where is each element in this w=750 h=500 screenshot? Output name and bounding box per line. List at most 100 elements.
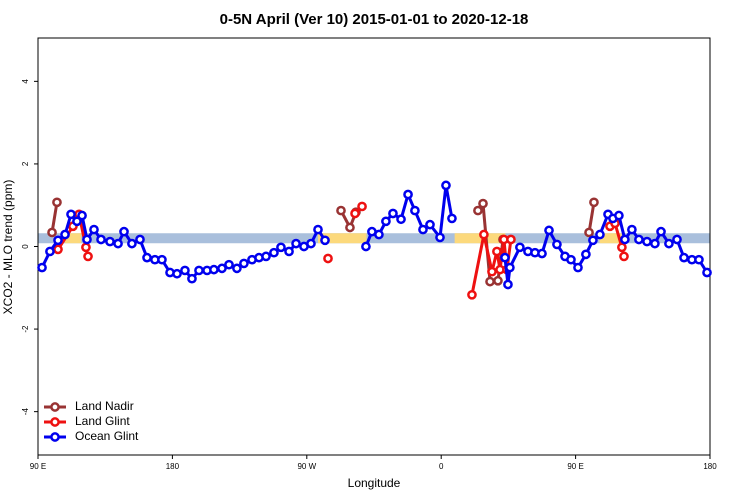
data-point: [595, 229, 605, 240]
data-point: [66, 209, 76, 220]
data-point: [239, 258, 249, 269]
data-point: [620, 234, 630, 245]
x-tick-label: 90 E: [30, 462, 46, 471]
data-point: [425, 219, 435, 230]
data-point: [232, 263, 242, 274]
data-point: [47, 227, 57, 238]
legend-marker: [50, 417, 60, 427]
x-axis-label: Longitude: [348, 476, 401, 490]
data-point: [467, 289, 477, 300]
legend-label: Land Glint: [75, 414, 130, 428]
data-point: [537, 248, 547, 259]
data-point: [492, 246, 502, 257]
data-point: [410, 205, 420, 216]
data-point: [388, 208, 398, 219]
data-point: [642, 236, 652, 247]
data-point: [77, 210, 87, 221]
data-point: [81, 242, 91, 253]
data-point: [96, 234, 106, 245]
data-point: [53, 244, 63, 255]
data-point: [396, 214, 406, 225]
data-point: [60, 229, 70, 240]
data-point: [82, 234, 92, 245]
y-tick-label: 4: [21, 79, 30, 84]
data-point: [617, 242, 627, 253]
data-point: [105, 236, 115, 247]
data-point: [127, 238, 137, 249]
data-point: [506, 234, 516, 245]
data-point: [584, 227, 594, 238]
data-point: [157, 254, 167, 265]
data-point: [269, 247, 279, 258]
data-point: [172, 268, 182, 279]
data-point: [323, 253, 333, 264]
x-tick-label: 180: [166, 462, 180, 471]
data-point: [209, 264, 219, 275]
data-point: [485, 276, 495, 287]
data-point: [89, 224, 99, 235]
x-tick-label: 90 W: [297, 462, 316, 471]
data-point: [180, 265, 190, 276]
data-point: [345, 222, 355, 233]
data-point: [217, 263, 227, 274]
legend-label: Ocean Glint: [75, 429, 139, 443]
data-point: [515, 242, 525, 253]
data-point: [627, 224, 637, 235]
data-point: [672, 234, 682, 245]
data-point: [588, 235, 598, 246]
data-point: [52, 197, 62, 208]
data-point: [447, 213, 457, 224]
data-point: [441, 180, 451, 191]
data-point: [350, 208, 360, 219]
x-tick-label: 180: [703, 462, 717, 471]
data-point: [479, 229, 489, 240]
data-point: [119, 226, 129, 237]
data-point: [500, 252, 510, 263]
data-point: [503, 279, 513, 290]
data-point: [374, 229, 384, 240]
y-axis-label: XCO2 - MLO trend (ppm): [1, 180, 15, 315]
data-point: [284, 246, 294, 257]
data-point: [83, 251, 93, 262]
data-point: [656, 226, 666, 237]
data-point: [261, 251, 271, 262]
data-point: [291, 238, 301, 249]
legend-label: Land Nadir: [75, 399, 134, 413]
data-point: [505, 262, 515, 273]
data-point: [473, 205, 483, 216]
data-point: [306, 238, 316, 249]
data-point: [694, 254, 704, 265]
data-point: [403, 189, 413, 200]
x-tick-label: 0: [439, 462, 444, 471]
data-point: [45, 246, 55, 257]
data-point: [381, 216, 391, 227]
data-point: [702, 267, 712, 278]
y-tick-label: 0: [21, 244, 30, 249]
data-point: [142, 252, 152, 263]
x-tick-label: 90 E: [567, 462, 583, 471]
legend-marker: [50, 432, 60, 442]
legend-marker: [50, 402, 60, 412]
y-tick-label: 2: [21, 161, 30, 166]
data-point: [619, 251, 629, 262]
data-point: [478, 198, 488, 209]
data-point: [187, 273, 197, 284]
data-point: [493, 275, 503, 286]
data-point: [357, 201, 367, 212]
data-point: [650, 238, 660, 249]
data-point: [336, 205, 346, 216]
data-point: [544, 225, 554, 236]
data-point: [37, 262, 47, 273]
data-point: [566, 254, 576, 265]
data-point: [361, 241, 371, 252]
data-point: [487, 266, 497, 277]
data-point: [276, 242, 286, 253]
data-point: [589, 197, 599, 208]
data-point: [135, 234, 145, 245]
plot-frame: [37, 37, 711, 456]
data-point: [418, 224, 428, 235]
data-point: [224, 259, 234, 270]
data-point: [320, 235, 330, 246]
data-point: [194, 265, 204, 276]
